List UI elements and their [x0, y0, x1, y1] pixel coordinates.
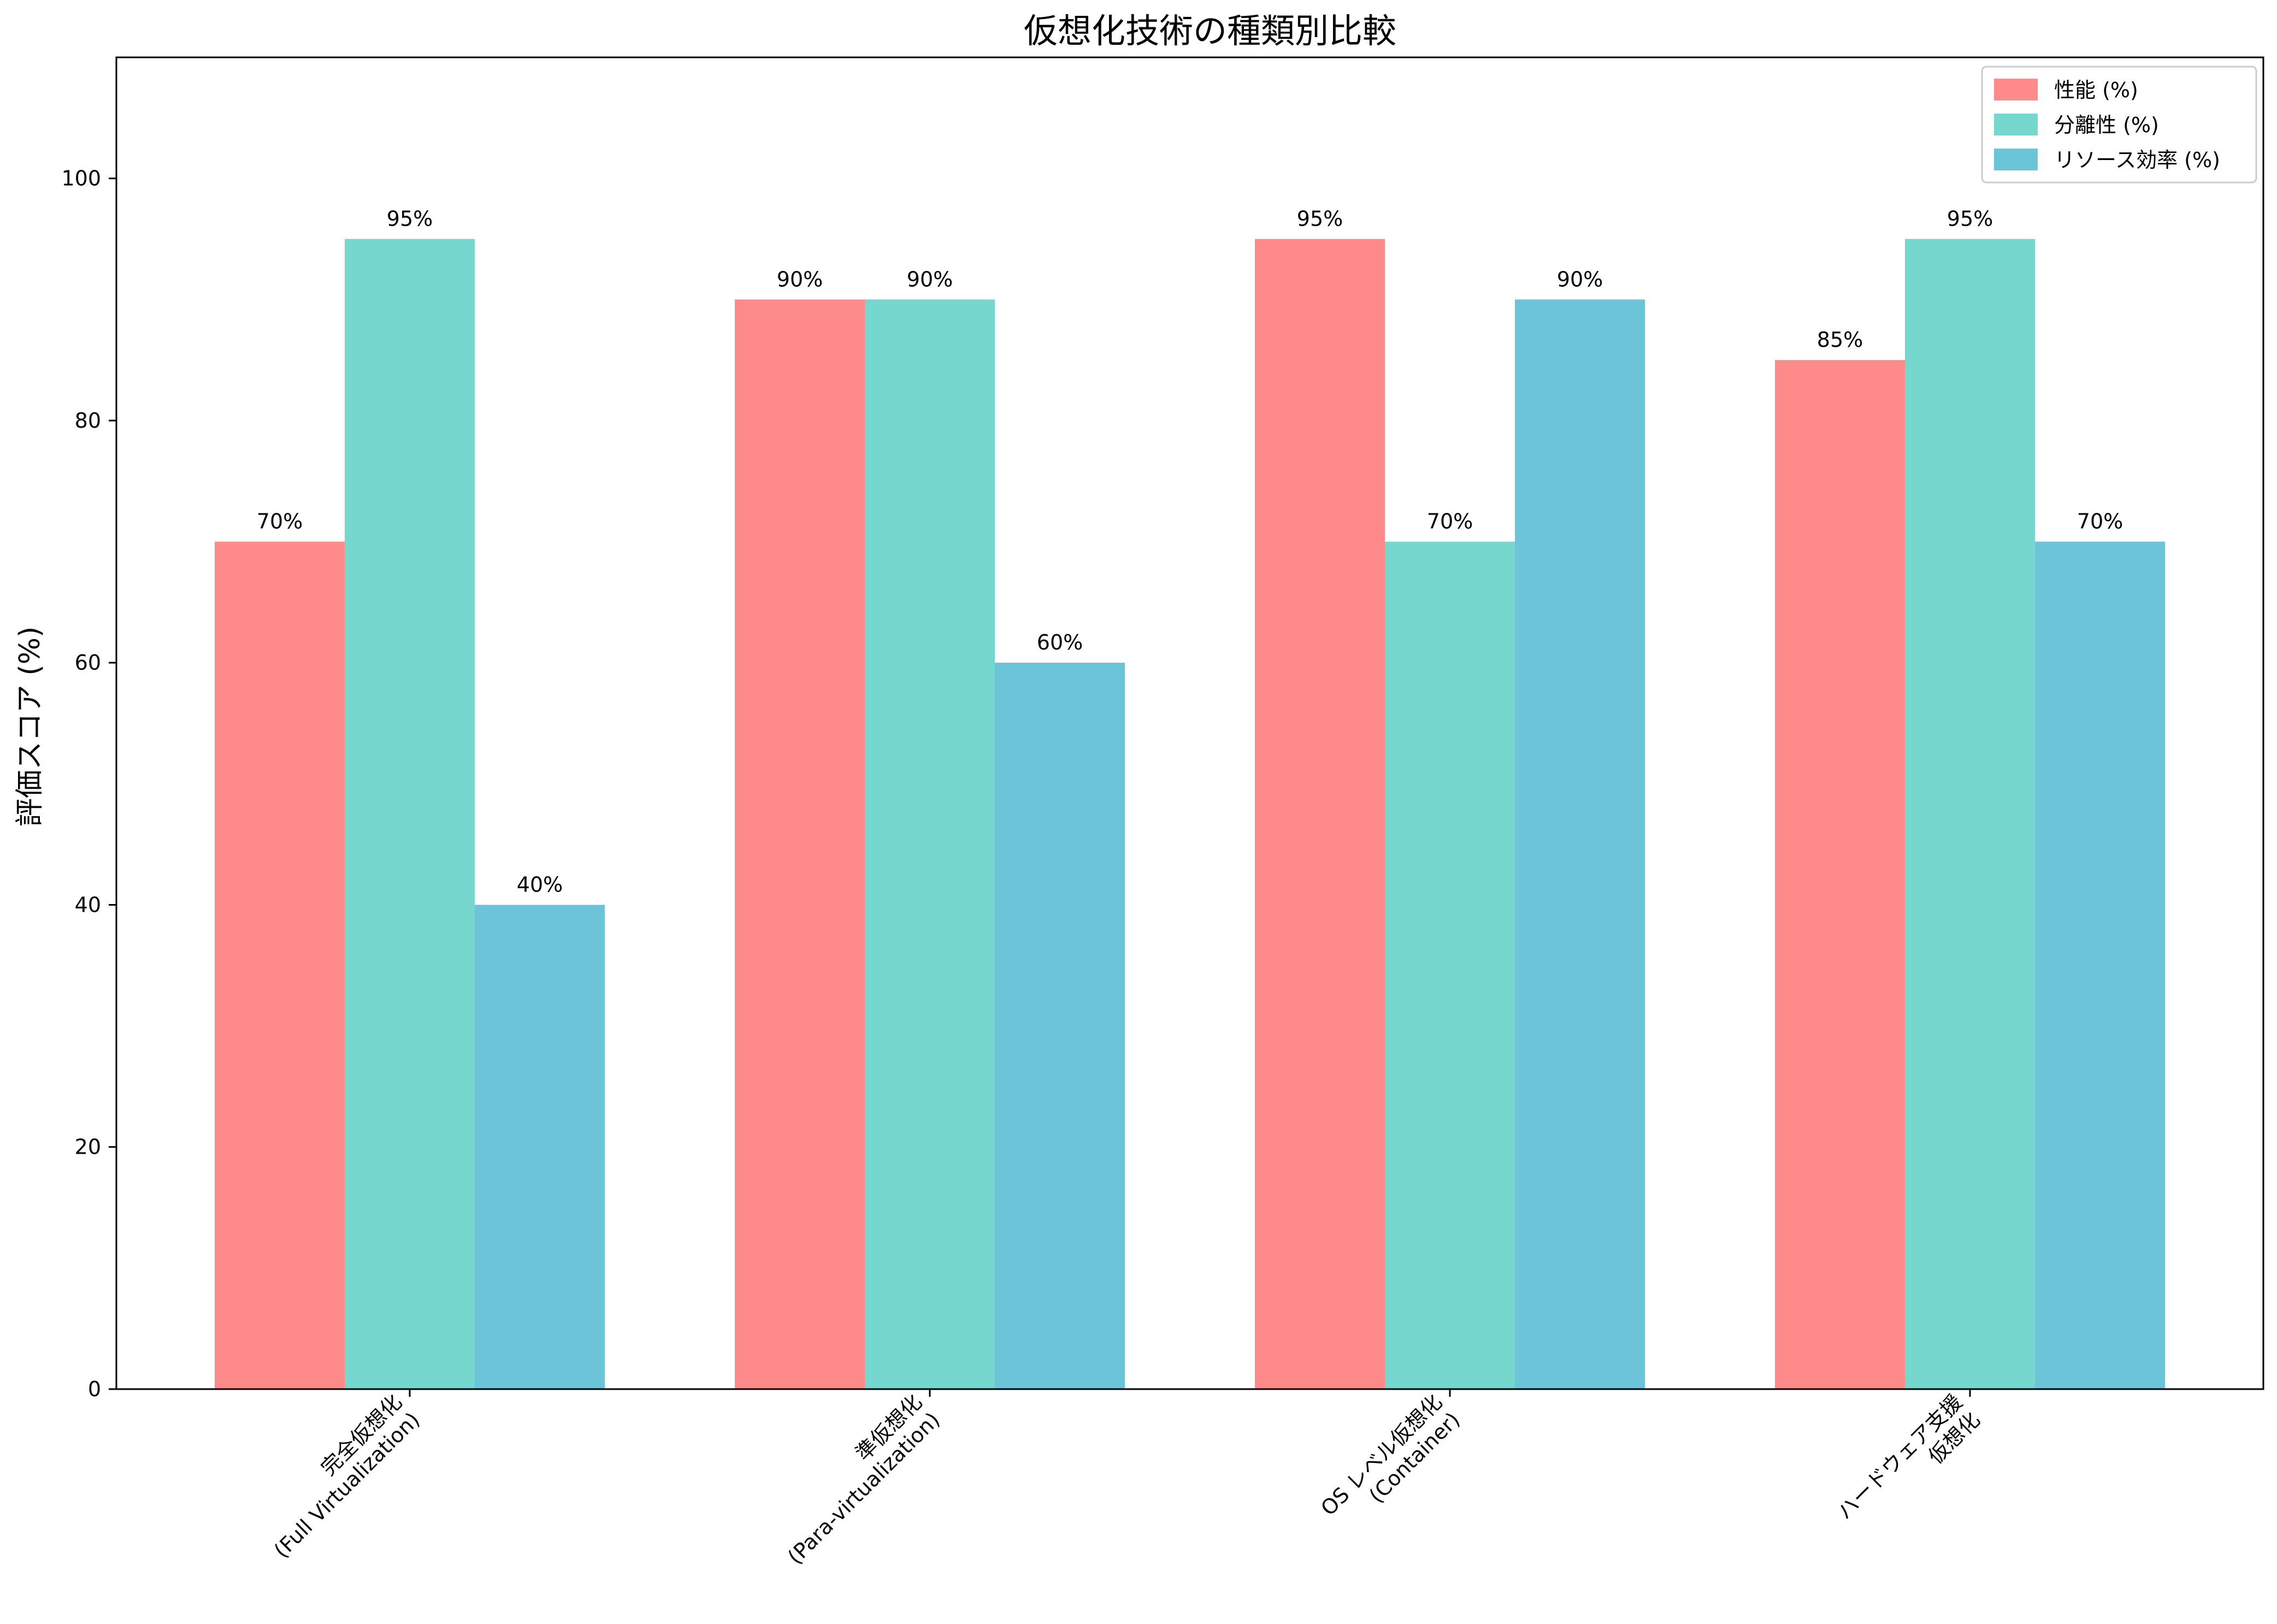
- legend-label: 分離性 (%): [2054, 113, 2159, 137]
- legend-swatch: [1994, 114, 2038, 135]
- data-label: 95%: [1947, 206, 1993, 231]
- data-label: 90%: [1557, 267, 1603, 291]
- bar: [345, 239, 475, 1389]
- data-labels-layer: 70% 95% 40% 90% 90% 60% 95% 70% 90% 85% 95% 70%: [257, 206, 2123, 896]
- data-label: 90%: [907, 267, 953, 291]
- data-label: 40%: [517, 872, 563, 896]
- data-label: 95%: [1297, 206, 1343, 231]
- bar: [995, 663, 1125, 1389]
- y-tick-label: 20: [75, 1135, 101, 1159]
- data-label: 70%: [257, 510, 303, 534]
- data-label: 95%: [387, 206, 433, 231]
- data-label: 60%: [1037, 630, 1083, 654]
- y-tick-label: 0: [88, 1377, 101, 1401]
- bars-layer: [215, 239, 2165, 1390]
- bar: [735, 299, 865, 1389]
- y-tick-label: 60: [75, 651, 101, 675]
- legend-box: [1981, 66, 2257, 184]
- legend: 性能 (%) 分離性 (%) リソース効率 (%): [1981, 66, 2257, 184]
- bar: [215, 541, 345, 1390]
- y-tick-label: 100: [61, 167, 101, 191]
- bar: [475, 905, 605, 1389]
- legend-label: リソース効率 (%): [2054, 148, 2220, 172]
- data-label: 70%: [2077, 510, 2123, 534]
- legend-swatch: [1994, 79, 2038, 101]
- bar: [1775, 360, 1905, 1390]
- bar: [865, 299, 995, 1389]
- data-label: 85%: [1817, 328, 1863, 352]
- plot-frame: [115, 56, 2264, 1390]
- bar: [1255, 239, 1385, 1389]
- legend-label: 性能 (%): [2054, 78, 2138, 102]
- y-axis-label: 評価スコア (%): [14, 627, 46, 827]
- bar: [2035, 541, 2165, 1390]
- chart-title: 仮想化技術の種類別比較: [1024, 11, 1396, 51]
- data-label: 70%: [1427, 510, 1473, 534]
- data-label: 90%: [777, 267, 823, 291]
- bar: [1385, 541, 1515, 1390]
- y-tick-label: 40: [75, 893, 101, 917]
- bar: [1515, 299, 1645, 1389]
- legend-swatch: [1994, 149, 2038, 170]
- y-tick-label: 80: [75, 409, 101, 433]
- bar: [1905, 239, 2035, 1389]
